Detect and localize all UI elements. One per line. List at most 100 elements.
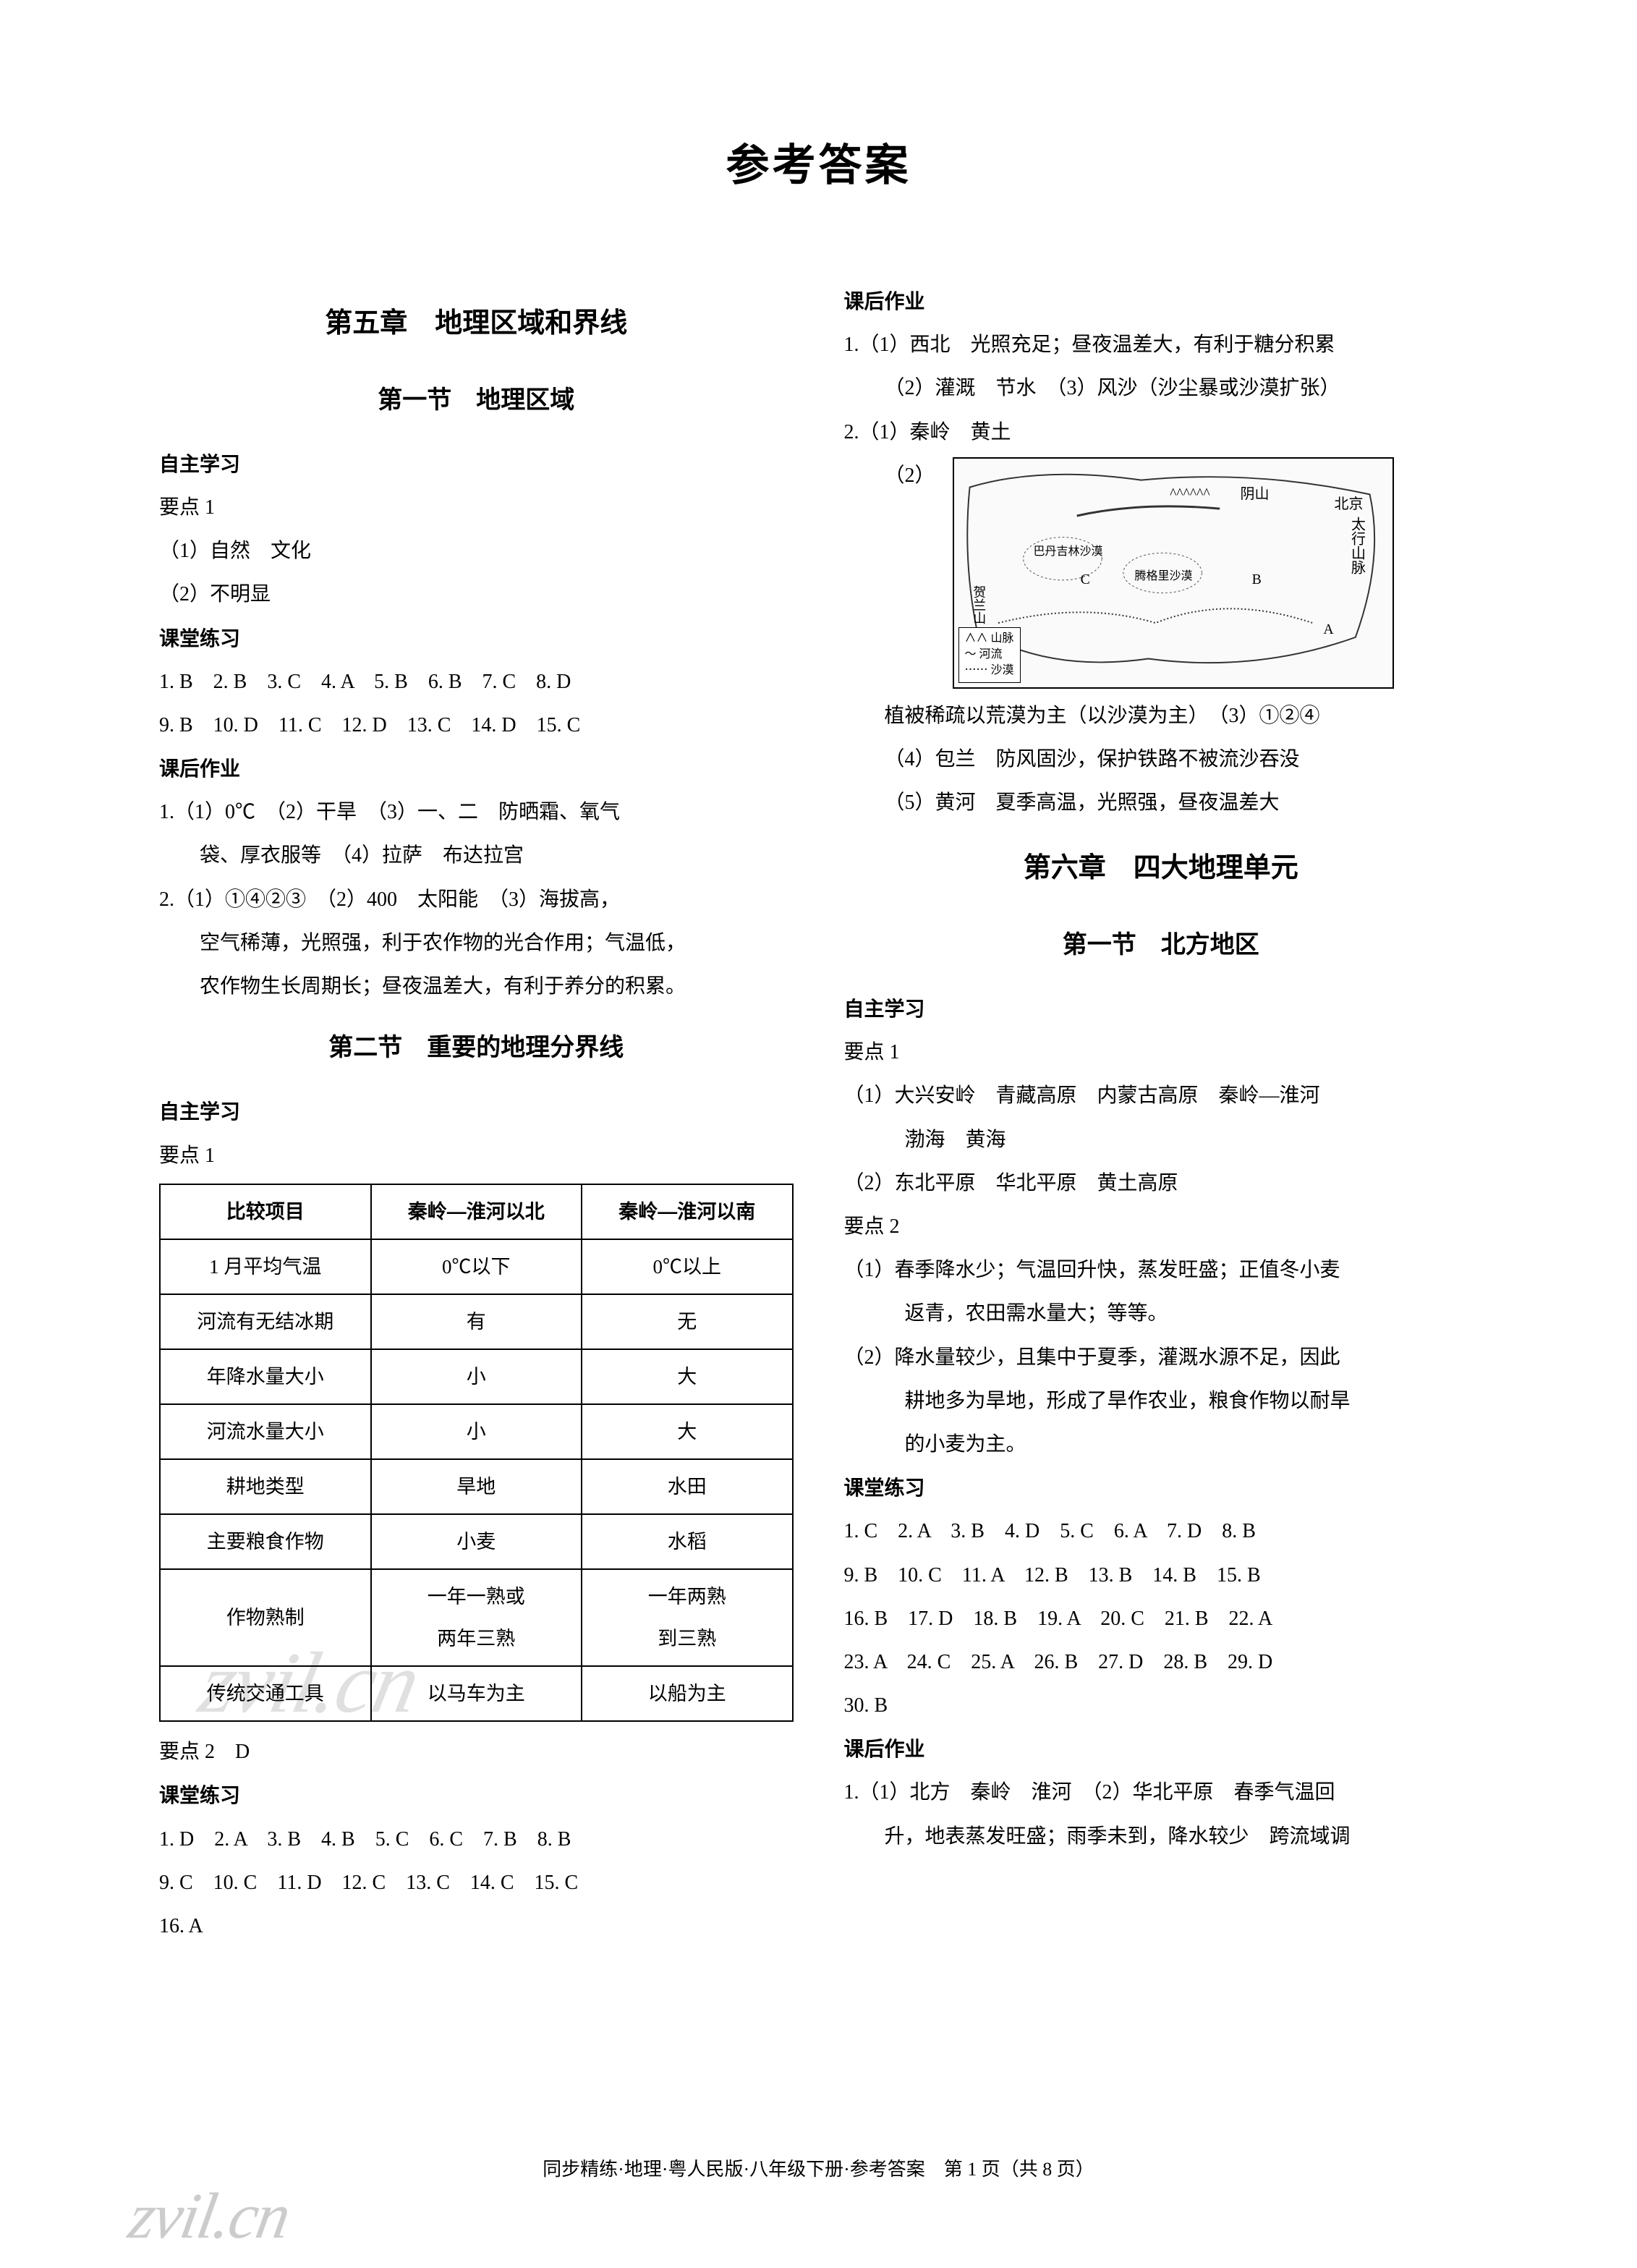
watermark: zvil.cn <box>124 2179 295 2254</box>
yaodian1-label: 要点 1 <box>159 1134 794 1178</box>
table-row: 主要粮食作物小麦水稻 <box>160 1514 793 1569</box>
table-cell: 大 <box>582 1349 793 1404</box>
map-label-tenggeli: 腾格里沙漠 <box>1135 564 1193 589</box>
table-cell: 大 <box>582 1404 793 1459</box>
q2-2-label: （2） <box>844 454 898 498</box>
answer-text: （2）东北平原 华北平原 黄土高原 <box>844 1162 1479 1205</box>
table-cell: 主要粮食作物 <box>160 1514 371 1569</box>
map-diagram: ^^^^^^ A B C 阴山 北京 太行山脉 贺兰山 巴丹吉林沙漠 腾格里沙漠… <box>953 457 1394 689</box>
table-cell: 一年两熟 到三熟 <box>582 1569 793 1666</box>
answer-line: 1. D 2. A 3. B 4. B 5. C 6. C 7. B 8. B <box>159 1818 794 1861</box>
table-header: 秦岭—淮河以南 <box>582 1184 793 1239</box>
map-label-badanjilin: 巴丹吉林沙漠 <box>1034 540 1103 564</box>
svg-text:^^^^^^: ^^^^^^ <box>1170 485 1210 501</box>
answer-line: 空气稀薄，光照强，利于农作物的光合作用；气温低， <box>159 922 794 965</box>
answer-text: 耕地多为旱地，形成了旱作农业，粮食作物以耐旱 <box>844 1380 1479 1423</box>
chapter6-title: 第六章 四大地理单元 <box>844 839 1479 899</box>
ketang-heading: 课堂练习 <box>159 617 794 661</box>
yaodian1-label: 要点 1 <box>159 486 794 530</box>
map-label-taihang: 太行山脉 <box>1341 517 1372 574</box>
table-cell: 小麦 <box>371 1514 582 1569</box>
left-column: 第五章 地理区域和界线 第一节 地理区域 自主学习 要点 1 （1）自然 文化 … <box>159 280 794 1948</box>
map-label-c: C <box>1080 572 1089 587</box>
section5-1-title: 第一节 地理区域 <box>159 374 794 427</box>
zizhu-heading: 自主学习 <box>159 443 794 486</box>
table-cell: 小 <box>371 1349 582 1404</box>
answer-text: 的小麦为主。 <box>844 1423 1479 1466</box>
table-header: 秦岭—淮河以北 <box>371 1184 582 1239</box>
answer-line: 1. B 2. B 3. C 4. A 5. B 6. B 7. C 8. D <box>159 661 794 704</box>
kehou-heading: 课后作业 <box>844 1728 1479 1771</box>
answer-line: 袋、厚衣服等 （4）拉萨 布达拉宫 <box>159 834 794 878</box>
answer-text: （2）不明显 <box>159 573 794 616</box>
answer-line: 农作物生长周期长；昼夜温差大，有利于养分的积累。 <box>159 965 794 1008</box>
page-title: 参考答案 <box>159 130 1478 193</box>
table-cell: 无 <box>582 1294 793 1349</box>
table-cell: 旱地 <box>371 1459 582 1514</box>
table-row: 作物熟制一年一熟或 两年三熟一年两熟 到三熟 <box>160 1569 793 1666</box>
table-cell: 耕地类型 <box>160 1459 371 1514</box>
table-header-row: 比较项目 秦岭—淮河以北 秦岭—淮河以南 <box>160 1184 793 1239</box>
kehou-heading: 课后作业 <box>159 747 794 791</box>
answer-text: 返青，农田需水量大；等等。 <box>844 1292 1479 1335</box>
table-row: 河流有无结冰期有无 <box>160 1294 793 1349</box>
right-column: 课后作业 1.（1）西北 光照充足；昼夜温差大，有利于糖分积累 （2）灌溉 节水… <box>844 280 1479 1948</box>
kehou-heading: 课后作业 <box>844 280 1479 323</box>
legend-desert: ⋯⋯ 沙漠 <box>965 663 1014 679</box>
yaodian1-label: 要点 1 <box>844 1031 1479 1074</box>
answer-text: （2）降水量较少，且集中于夏季，灌溉水源不足，因此 <box>844 1336 1479 1380</box>
map-label-helan: 贺兰山 <box>965 585 993 624</box>
answer-line: 1.（1）0℃ （2）干旱 （3）一、二 防晒霜、氧气 <box>159 791 794 834</box>
table-cell: 水稻 <box>582 1514 793 1569</box>
map-label-b: B <box>1251 572 1261 587</box>
answer-line: 16. B 17. D 18. B 19. A 20. C 21. B 22. … <box>844 1597 1479 1641</box>
zizhu-heading: 自主学习 <box>159 1090 794 1134</box>
answer-line: 升，地表蒸发旺盛；雨季未到，降水较少 跨流域调 <box>844 1815 1479 1859</box>
answer-line: 16. A <box>159 1905 794 1948</box>
page-footer: 同步精练·地理·粤人民版·八年级下册·参考答案 第 1 页（共 8 页） <box>0 2154 1637 2181</box>
table-cell: 年降水量大小 <box>160 1349 371 1404</box>
answer-line: 2.（1）①④②③ （2）400 太阳能 （3）海拔高， <box>159 878 794 922</box>
table-row: 传统交通工具以马车为主以船为主 <box>160 1666 793 1721</box>
answer-line: 9. B 10. C 11. A 12. B 13. B 14. B 15. B <box>844 1554 1479 1597</box>
answer-line: 植被稀疏以荒漠为主（以沙漠为主） （3）①②④ <box>844 695 1479 738</box>
answer-line: 1. C 2. A 3. B 4. D 5. C 6. A 7. D 8. B <box>844 1510 1479 1553</box>
table-cell: 传统交通工具 <box>160 1666 371 1721</box>
answer-line: 9. C 10. C 11. D 12. C 13. C 14. C 15. C <box>159 1861 794 1905</box>
answer-line: 30. B <box>844 1684 1479 1728</box>
legend-river: ～ 河流 <box>965 647 1014 663</box>
answer-text: （1）大兴安岭 青藏高原 内蒙古高原 秦岭—淮河 <box>844 1074 1479 1118</box>
answer-text: 渤海 黄海 <box>844 1118 1479 1162</box>
table-cell: 1 月平均气温 <box>160 1239 371 1294</box>
answer-text: （1）自然 文化 <box>159 530 794 573</box>
table-cell: 0℃以上 <box>582 1239 793 1294</box>
table-row: 年降水量大小小大 <box>160 1349 793 1404</box>
zizhu-heading: 自主学习 <box>844 988 1479 1031</box>
table-cell: 0℃以下 <box>371 1239 582 1294</box>
answer-line: （2）灌溉 节水 （3）风沙（沙尘暴或沙漠扩张） <box>844 367 1479 410</box>
answer-line: 1.（1）西北 光照充足；昼夜温差大，有利于糖分积累 <box>844 323 1479 367</box>
answer-text: （1）春季降水少；气温回升快，蒸发旺盛；正值冬小麦 <box>844 1249 1479 1292</box>
section6-1-title: 第一节 北方地区 <box>844 919 1479 972</box>
table-cell: 以船为主 <box>582 1666 793 1721</box>
ketang-heading: 课堂练习 <box>159 1774 794 1817</box>
table-cell: 一年一熟或 两年三熟 <box>371 1569 582 1666</box>
table-header: 比较项目 <box>160 1184 371 1239</box>
answer-line: 9. B 10. D 11. C 12. D 13. C 14. D 15. C <box>159 704 794 747</box>
table-cell: 河流有无结冰期 <box>160 1294 371 1349</box>
answer-line: 23. A 24. C 25. A 26. B 27. D 28. B 29. … <box>844 1641 1479 1684</box>
table-cell: 有 <box>371 1294 582 1349</box>
map-legend: ∧∧ 山脉 ～ 河流 ⋯⋯ 沙漠 <box>958 627 1021 683</box>
yaodian2-label: 要点 2 <box>844 1205 1479 1249</box>
table-cell: 水田 <box>582 1459 793 1514</box>
chapter5-title: 第五章 地理区域和界线 <box>159 294 794 354</box>
comparison-table: 比较项目 秦岭—淮河以北 秦岭—淮河以南 1 月平均气温0℃以下0℃以上河流有无… <box>159 1184 794 1722</box>
legend-mountain: ∧∧ 山脉 <box>965 631 1014 647</box>
map-label-yinshan: 阴山 <box>1241 479 1270 510</box>
answer-line: 2.（1）秦岭 黄土 <box>844 411 1479 454</box>
table-cell: 小 <box>371 1404 582 1459</box>
table-cell: 以马车为主 <box>371 1666 582 1721</box>
ketang-heading: 课堂练习 <box>844 1466 1479 1510</box>
table-row: 1 月平均气温0℃以下0℃以上 <box>160 1239 793 1294</box>
table-cell: 作物熟制 <box>160 1569 371 1666</box>
